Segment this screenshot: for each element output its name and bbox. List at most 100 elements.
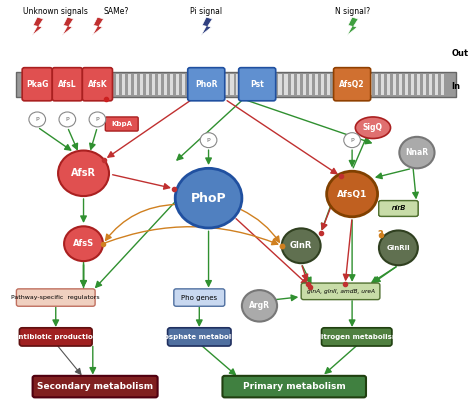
- Bar: [369, 74, 372, 95]
- Bar: [357, 74, 360, 95]
- Text: P: P: [96, 117, 99, 122]
- Bar: [176, 74, 179, 95]
- Bar: [80, 74, 83, 95]
- FancyBboxPatch shape: [379, 201, 418, 216]
- Bar: [260, 74, 264, 95]
- Circle shape: [242, 290, 277, 322]
- Bar: [146, 74, 149, 95]
- Bar: [339, 74, 342, 95]
- Bar: [375, 74, 378, 95]
- FancyBboxPatch shape: [174, 289, 225, 306]
- Bar: [68, 74, 71, 95]
- Circle shape: [64, 226, 103, 261]
- Bar: [387, 74, 390, 95]
- Circle shape: [282, 229, 320, 263]
- FancyBboxPatch shape: [238, 68, 276, 101]
- Text: PhoR: PhoR: [195, 80, 218, 89]
- Text: SAMe?: SAMe?: [103, 7, 128, 16]
- Text: P: P: [350, 138, 354, 143]
- FancyBboxPatch shape: [379, 201, 418, 216]
- Circle shape: [379, 231, 418, 265]
- FancyBboxPatch shape: [22, 68, 52, 101]
- Text: AfsQ1: AfsQ1: [337, 189, 367, 198]
- Bar: [62, 74, 65, 95]
- Circle shape: [344, 133, 360, 148]
- Bar: [74, 74, 77, 95]
- Text: Nitrogen metabolism: Nitrogen metabolism: [315, 334, 399, 340]
- Bar: [381, 74, 384, 95]
- Bar: [158, 74, 161, 95]
- Bar: [435, 74, 438, 95]
- Bar: [44, 74, 47, 95]
- Bar: [242, 74, 246, 95]
- FancyBboxPatch shape: [19, 328, 92, 346]
- Bar: [134, 74, 137, 95]
- Bar: [411, 74, 414, 95]
- Bar: [351, 74, 354, 95]
- Bar: [32, 74, 35, 95]
- FancyBboxPatch shape: [52, 68, 82, 101]
- Bar: [26, 74, 29, 95]
- Text: AfsK: AfsK: [88, 80, 107, 89]
- Ellipse shape: [356, 117, 391, 138]
- Bar: [429, 74, 432, 95]
- Text: In: In: [452, 82, 461, 91]
- Text: Pi signal: Pi signal: [190, 7, 222, 16]
- Text: nirB: nirB: [392, 206, 405, 211]
- Text: ?: ?: [377, 231, 383, 241]
- Bar: [164, 74, 167, 95]
- Bar: [56, 74, 59, 95]
- Bar: [417, 74, 420, 95]
- Text: Secondary metabolism: Secondary metabolism: [37, 382, 153, 391]
- Text: PhoP: PhoP: [191, 192, 227, 205]
- Bar: [104, 74, 107, 95]
- Text: AfsR: AfsR: [71, 168, 96, 178]
- FancyBboxPatch shape: [321, 328, 392, 346]
- Bar: [110, 74, 113, 95]
- Bar: [188, 74, 191, 95]
- Bar: [170, 74, 173, 95]
- Text: P: P: [65, 117, 69, 122]
- Bar: [284, 74, 288, 95]
- FancyBboxPatch shape: [82, 68, 112, 101]
- Bar: [237, 74, 239, 95]
- Bar: [38, 74, 41, 95]
- FancyBboxPatch shape: [17, 72, 456, 97]
- Circle shape: [29, 112, 46, 127]
- Bar: [309, 74, 312, 95]
- Text: Pho genes: Pho genes: [181, 294, 218, 301]
- Bar: [393, 74, 396, 95]
- Bar: [212, 74, 216, 95]
- Bar: [206, 74, 210, 95]
- Text: N signal?: N signal?: [335, 7, 370, 16]
- Text: AfsQ2: AfsQ2: [339, 80, 365, 89]
- FancyBboxPatch shape: [168, 328, 231, 346]
- Bar: [92, 74, 95, 95]
- Text: Antibiotic production: Antibiotic production: [13, 334, 98, 340]
- Bar: [333, 74, 336, 95]
- Bar: [297, 74, 300, 95]
- Bar: [399, 74, 402, 95]
- Text: SigQ: SigQ: [363, 123, 383, 132]
- Bar: [279, 74, 282, 95]
- Text: Pathway-specific  regulators: Pathway-specific regulators: [11, 295, 100, 300]
- Bar: [230, 74, 234, 95]
- Bar: [194, 74, 198, 95]
- Polygon shape: [347, 17, 358, 35]
- Polygon shape: [32, 17, 43, 35]
- Text: Unknown signals: Unknown signals: [23, 7, 88, 16]
- Circle shape: [175, 168, 242, 228]
- FancyBboxPatch shape: [33, 376, 158, 397]
- Bar: [315, 74, 318, 95]
- Bar: [363, 74, 366, 95]
- Bar: [86, 74, 89, 95]
- Text: NnaR: NnaR: [405, 148, 428, 157]
- Circle shape: [58, 151, 109, 196]
- Bar: [291, 74, 294, 95]
- Bar: [345, 74, 348, 95]
- FancyBboxPatch shape: [222, 376, 366, 397]
- Text: Phosphate metabolism: Phosphate metabolism: [154, 334, 245, 340]
- Bar: [116, 74, 119, 95]
- Text: PkaG: PkaG: [26, 80, 48, 89]
- Bar: [248, 74, 252, 95]
